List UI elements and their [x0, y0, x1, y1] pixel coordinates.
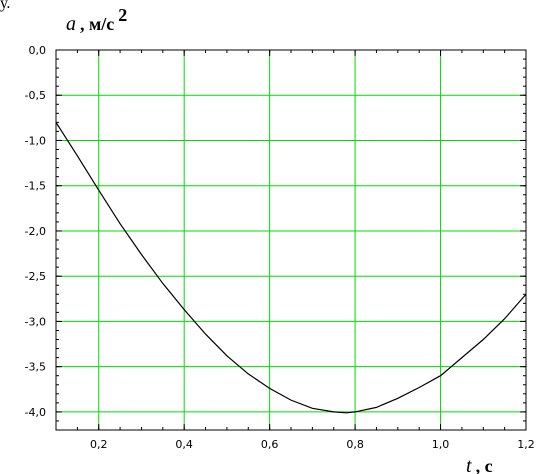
- y-tick-label: -4,0: [25, 406, 46, 419]
- y-tick-labels: 0,0 -0,5 -1,0 -1,5 -2,0 -2,5 -3,0 -3,5 -4,0: [25, 44, 46, 419]
- y-tick-label: -3,5: [25, 361, 46, 374]
- x-tick-label: 0,2: [90, 438, 108, 451]
- y-tick-label: -1,5: [25, 180, 46, 193]
- y-tick-label: -2,0: [25, 225, 46, 238]
- y-tick-label: 0,0: [29, 44, 47, 57]
- x-tick-label: 0,4: [175, 438, 193, 451]
- grid: [56, 49, 527, 430]
- series-line: [55, 122, 527, 414]
- x-axis-units: , с: [476, 456, 493, 474]
- x-axis-symbol: t: [466, 455, 472, 474]
- y-tick-label: -0,5: [25, 89, 46, 102]
- x-axis-label: t , с: [466, 455, 493, 474]
- plot-frame: [55, 49, 527, 431]
- x-tick-label: 1,2: [517, 438, 535, 451]
- x-tick-labels: 0,2 0,4 0,6 0,8 1,0 1,2: [90, 438, 535, 451]
- y-tick-label: -3,0: [25, 315, 46, 328]
- y-axis-symbol: a: [66, 13, 76, 35]
- y-axis-label: a , м/с 2: [66, 5, 127, 35]
- ticks: [55, 49, 527, 431]
- page-fragment-text: у.: [0, 0, 10, 12]
- y-axis-units-superscript: 2: [118, 5, 127, 25]
- x-tick-label: 0,8: [346, 438, 364, 451]
- y-tick-label: -2,5: [25, 270, 46, 283]
- y-tick-label: -1,0: [25, 134, 46, 147]
- y-axis-units: , м/с: [80, 14, 114, 34]
- x-tick-label: 1,0: [432, 438, 450, 451]
- x-tick-label: 0,6: [261, 438, 279, 451]
